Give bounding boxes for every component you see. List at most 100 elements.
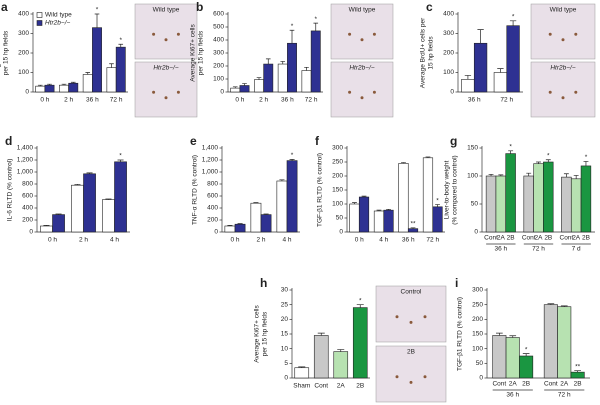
y-tick-label: 100 <box>443 69 454 76</box>
x-sub-label: Cont <box>544 381 558 388</box>
error-bar <box>497 68 504 73</box>
bar <box>557 306 572 379</box>
y-tick-label: 200 <box>472 316 483 323</box>
bar <box>422 157 434 233</box>
y-tick-label: 15 <box>281 331 289 338</box>
bar <box>260 214 272 233</box>
error-bar <box>118 43 124 48</box>
significance: * <box>291 152 294 159</box>
error-bar <box>85 72 91 75</box>
y-tick-label: 100 <box>472 345 483 352</box>
y-tick-label: 300 <box>443 30 454 37</box>
x-sub-label: 2B <box>574 381 582 388</box>
error-bar <box>253 202 259 204</box>
y-tick-label: 250 <box>472 301 483 308</box>
bar <box>473 42 488 93</box>
y-tick-label: 1,000 <box>17 169 34 176</box>
x-tick-label: 72 h <box>426 237 439 244</box>
x-sub-label: 2A <box>572 235 581 242</box>
y-tick-label: 200 <box>18 50 29 57</box>
significance: * <box>119 153 122 160</box>
error-bar <box>43 225 50 226</box>
error-bar <box>508 150 514 154</box>
y-axis-label: TGF-β1 RLTD (% control) <box>457 297 464 371</box>
bar <box>349 203 360 233</box>
cell-stain <box>372 32 376 36</box>
error-bar <box>263 213 269 215</box>
error-bar <box>498 174 504 176</box>
x-sub-label: 2A <box>560 381 569 388</box>
error-bar <box>425 156 431 158</box>
bar <box>523 175 534 233</box>
y-tick-label: 200 <box>213 63 224 70</box>
y-tick-label: 5 <box>284 360 288 367</box>
panel-letter: d <box>5 134 12 148</box>
x-tick-label: Cont <box>314 383 328 390</box>
panel-letter: h <box>260 276 267 290</box>
cell-stain <box>152 90 156 94</box>
bar <box>570 371 585 379</box>
y-axis-label: IL-6 RLTD (% control) <box>7 159 14 222</box>
error-bar <box>304 66 309 71</box>
x-tick-label: 0 h <box>355 237 364 244</box>
error-bar <box>61 83 67 86</box>
error-bar <box>74 183 81 186</box>
x-tick-label: 4 h <box>282 237 291 244</box>
bar <box>44 84 55 93</box>
bar <box>352 307 368 379</box>
error-bar <box>361 195 367 197</box>
error-bar <box>232 86 238 89</box>
panel-letter: b <box>196 0 203 14</box>
y-tick-label: 600 <box>207 193 218 200</box>
error-bar <box>70 81 76 84</box>
micrograph-label: Htr2b−/− <box>153 65 178 72</box>
cell-stain <box>574 90 578 94</box>
micrograph <box>134 61 198 118</box>
bar <box>432 206 443 233</box>
cell-stain <box>164 38 168 42</box>
y-axis-label: per 15 hp fields <box>3 30 10 75</box>
significance: * <box>512 14 515 21</box>
y-axis-label: per 15 hp fields <box>198 30 205 75</box>
error-bar <box>547 303 555 305</box>
legend-swatch <box>36 12 43 18</box>
y-tick-label: 50 <box>336 215 344 222</box>
x-sub-label: Cont <box>522 235 536 242</box>
y-tick-label: 800 <box>207 181 218 188</box>
bar <box>59 84 69 93</box>
bar <box>71 184 84 233</box>
bar <box>492 335 507 379</box>
error-bar <box>509 335 517 338</box>
x-tick-label: 72 h <box>532 246 545 253</box>
bar <box>82 74 93 93</box>
x-tick-label: Sham <box>293 383 310 390</box>
error-bar <box>401 162 406 164</box>
cell-stain <box>348 90 352 94</box>
cell-stain <box>176 90 180 94</box>
y-tick-label: 10 <box>281 345 289 352</box>
error-bar <box>545 159 551 162</box>
cell-stain <box>409 380 413 384</box>
x-sub-label: 2A <box>535 235 544 242</box>
bar <box>398 163 409 233</box>
y-tick-label: 300 <box>18 30 29 37</box>
x-sub-label: 2A <box>509 381 518 388</box>
y-tick-label: 0 <box>479 375 483 382</box>
y-axis-label: TNF-α RLTD (% control) <box>192 155 199 225</box>
significance: * <box>509 144 512 151</box>
error-bar <box>313 22 319 31</box>
y-tick-label: 200 <box>22 217 33 224</box>
bar <box>493 72 508 93</box>
x-sub-label: 2B <box>522 381 530 388</box>
y-tick-label: 150 <box>467 145 478 152</box>
error-bar <box>47 83 52 86</box>
y-axis-label: Liver-to-body weight <box>444 161 451 220</box>
y-tick-label: 1,200 <box>202 157 219 164</box>
micrograph <box>330 3 394 60</box>
y-tick-label: 0 <box>220 89 224 96</box>
error-bar <box>464 75 472 80</box>
error-bar <box>573 175 579 179</box>
bar <box>254 79 264 93</box>
bar <box>519 355 534 379</box>
x-tick-label: 4 h <box>379 237 388 244</box>
